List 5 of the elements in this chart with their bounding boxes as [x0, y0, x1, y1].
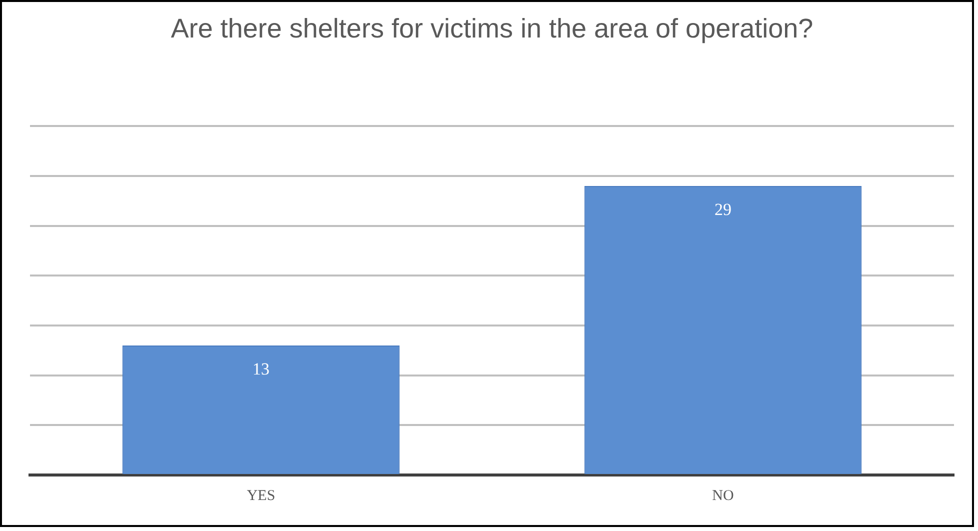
- x-tick-label: YES: [246, 488, 276, 504]
- chart-title: Are there shelters for victims in the area of operation?: [170, 14, 814, 44]
- x-tick-label: NO: [712, 488, 734, 504]
- data-label: 29: [714, 200, 732, 219]
- data-label: 13: [252, 359, 270, 378]
